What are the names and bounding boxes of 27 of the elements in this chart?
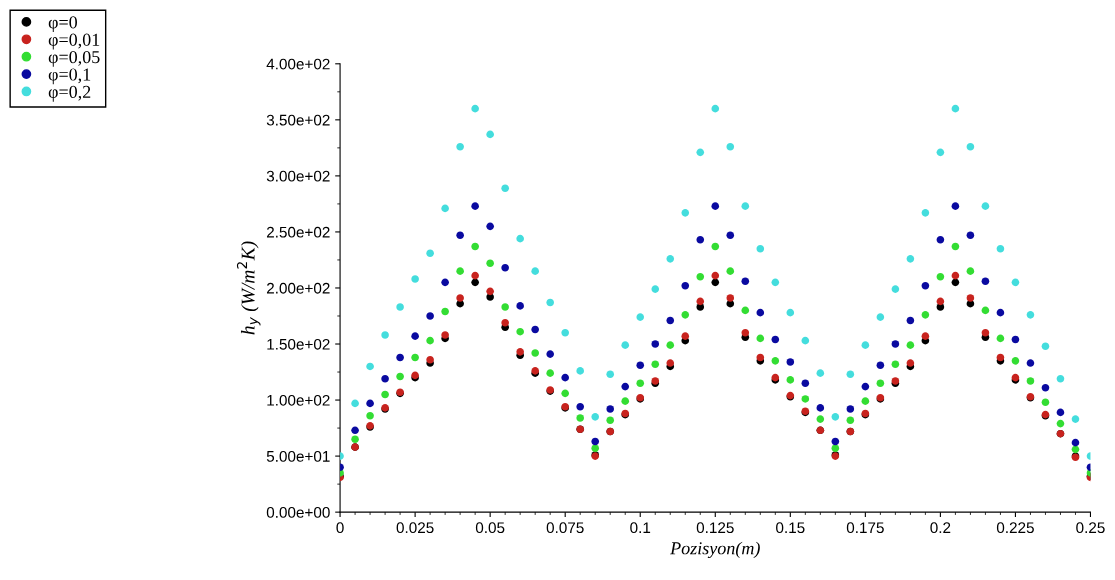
y-tick-label: 1.00e+02 <box>267 394 330 406</box>
x-tick-label: 0.025 <box>396 522 434 534</box>
legend-label: φ=0,2 <box>48 85 91 102</box>
y-axis-title: h$_{y}$ (W/m$^{2}$K) <box>236 241 261 335</box>
legend-label: φ=0 <box>48 16 77 33</box>
y-tick-label: 0.00e+00 <box>266 507 330 518</box>
y-tick-label: 2.50e+02 <box>266 226 330 238</box>
x-tick-label: 0.25 <box>1076 522 1105 534</box>
x-tick-label: 0.05 <box>475 522 505 534</box>
x-tick-label: 0.125 <box>696 522 734 534</box>
x-tick-label: 0.15 <box>776 522 805 534</box>
x-tick-label: 0.1 <box>630 522 651 534</box>
y-tick-label: 3.00e+02 <box>266 170 330 182</box>
x-axis-title: Pozisyon(m) <box>670 541 760 559</box>
x-tick-label: 0.225 <box>996 522 1034 534</box>
x-tick-label: 0 <box>336 522 344 534</box>
y-tick-label: 4.00e+02 <box>266 58 330 70</box>
x-tick-label: 0.175 <box>846 522 884 534</box>
y-tick-label: 1.50e+02 <box>267 338 330 350</box>
x-tick-label: 0.075 <box>546 522 584 534</box>
y-tick-label: 3.50e+02 <box>266 114 330 126</box>
legend-label: φ=0,01 <box>48 33 100 50</box>
legend-label: φ=0,1 <box>48 68 91 85</box>
y-tick-label: 2.00e+02 <box>266 282 330 294</box>
x-tick-label: 0.2 <box>930 522 951 534</box>
y-tick-label: 5.00e+01 <box>266 450 330 462</box>
legend-label: φ=0,05 <box>48 51 100 67</box>
